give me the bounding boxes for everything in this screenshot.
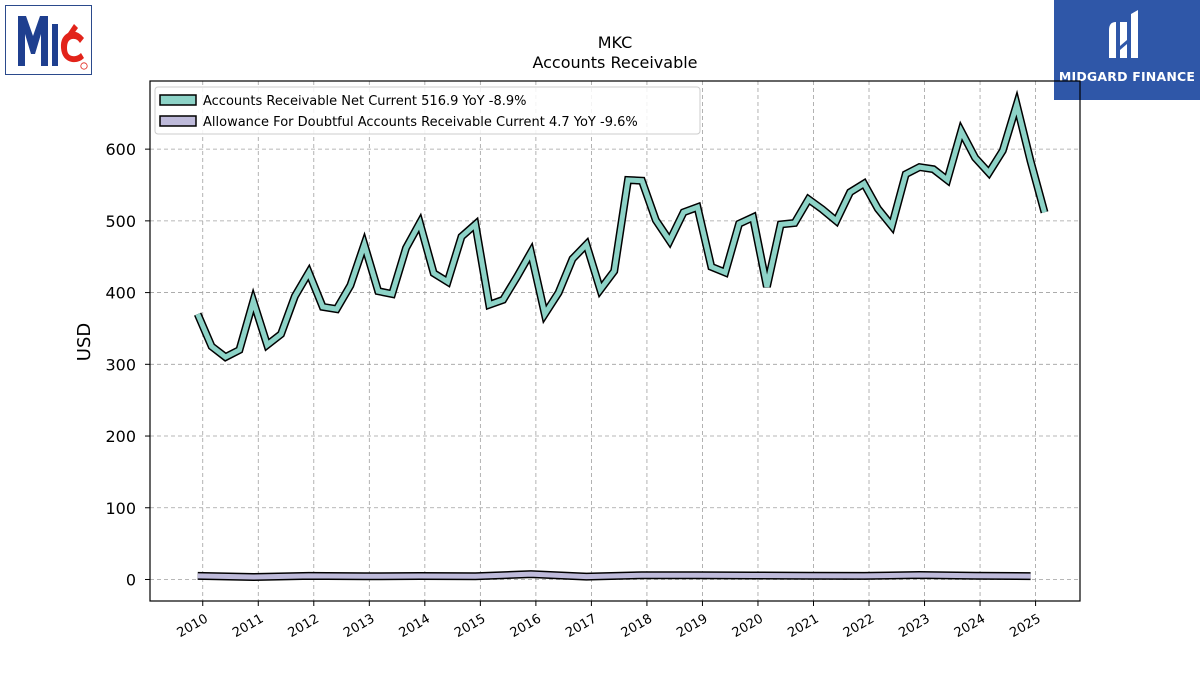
x-tick-label: 2020	[730, 611, 766, 641]
x-tick-label: 2024	[952, 611, 988, 641]
midgard-finance-wordmark: MIDGARD FINANCE	[1058, 69, 1196, 84]
x-tick-label: 2025	[1007, 611, 1043, 641]
midgard-finance-logo-mark	[1109, 10, 1138, 58]
series-accounts-receivable	[194, 89, 1049, 362]
x-tick-label: 2019	[674, 611, 710, 641]
legend-swatch-accounts-receivable	[159, 94, 197, 106]
y-tick-label: 400	[105, 284, 136, 303]
y-tick-label: 300	[105, 355, 136, 374]
legend-box	[154, 86, 701, 135]
chart-title: MKC	[598, 33, 633, 52]
legend-label-accounts-receivable: Accounts Receivable Net Current 516.9 Yo…	[203, 94, 526, 109]
mccormick-logo	[5, 5, 92, 75]
legend-label-allowance-doubtful: Allowance For Doubtful Accounts Receivab…	[203, 115, 638, 130]
x-tick-label: 2023	[896, 611, 932, 641]
x-tick-label: 2015	[452, 611, 488, 641]
x-tick-label: 2010	[175, 611, 211, 641]
x-tick-label: 2021	[785, 611, 821, 641]
grid	[150, 81, 1080, 601]
x-tick-label: 2011	[230, 611, 266, 641]
plot-area-frame	[149, 80, 1081, 602]
x-tick-label: 2016	[508, 611, 544, 641]
y-axis: 0 100 200 300 400 500 600	[105, 140, 150, 589]
series-line	[197, 571, 1031, 580]
series-allowance-doubtful	[197, 570, 1031, 582]
chart-subtitle: Accounts Receivable	[532, 53, 697, 72]
x-tick-label: 2022	[841, 611, 877, 641]
y-tick-label: 600	[105, 140, 136, 159]
series-layer	[194, 89, 1049, 582]
mccormick-logo-mark	[18, 16, 88, 70]
y-tick-label: 100	[105, 499, 136, 518]
y-tick-label: 500	[105, 212, 136, 231]
x-tick-label: 2018	[619, 611, 655, 641]
x-tick-label: 2012	[286, 611, 322, 641]
x-tick-label: 2014	[397, 611, 433, 641]
midgard-finance-logo: MIDGARD FINANCE	[1054, 0, 1200, 100]
series-line	[195, 95, 1047, 361]
y-tick-label: 0	[126, 570, 136, 589]
legend-swatch-allowance-doubtful	[159, 115, 197, 127]
legend: Accounts Receivable Net Current 516.9 Yo…	[154, 86, 701, 135]
y-tick-label: 200	[105, 427, 136, 446]
x-tick-label: 2013	[341, 611, 377, 641]
y-axis-label: USD	[74, 323, 95, 361]
x-axis: 2010 2011 2012 2013 2014 2015 2016 2017 2018 2019…	[175, 601, 1044, 641]
x-tick-label: 2017	[563, 611, 599, 641]
